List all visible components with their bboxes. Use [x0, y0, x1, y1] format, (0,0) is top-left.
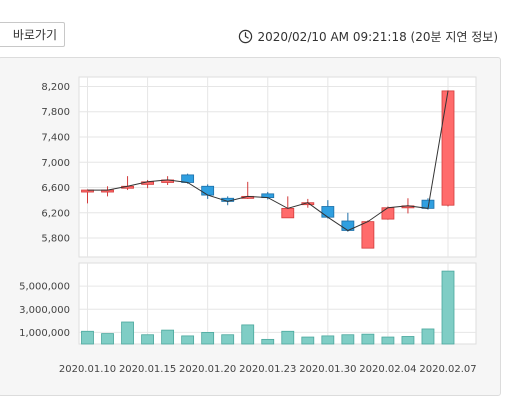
volume-bar — [81, 330, 94, 345]
x-tick-label: 2020.01.20 — [179, 364, 236, 375]
close-price-line — [87, 90, 449, 232]
volume-bar — [221, 334, 235, 345]
shortcut-button[interactable]: 바로가기 — [0, 22, 65, 47]
price-plot-area — [78, 76, 477, 258]
price-tick-label: 8,200 — [41, 82, 70, 93]
price-tick-label: 6,600 — [41, 183, 70, 194]
candle-body — [441, 90, 455, 206]
candle-body — [281, 207, 295, 219]
clock-icon — [239, 29, 253, 43]
volume-bar — [321, 335, 335, 345]
volume-bar — [241, 324, 255, 345]
volume-bar — [281, 330, 295, 345]
candle-body — [381, 207, 395, 220]
x-tick-label: 2020.01.23 — [239, 364, 296, 375]
volume-tick-label: 5,000,000 — [19, 282, 70, 293]
volume-bar — [101, 333, 114, 345]
volume-bar — [181, 335, 195, 345]
timestamp: 2020/02/10 AM 09:21:18 (20분 지연 정보) — [238, 27, 498, 45]
volume-tick-label: 1,000,000 — [19, 328, 70, 339]
candle-body — [201, 185, 215, 196]
volume-tick-label: 3,000,000 — [19, 305, 70, 316]
volume-bar — [341, 334, 355, 345]
price-tick-label: 5,800 — [41, 234, 70, 245]
x-tick-label: 2020.02.04 — [359, 364, 416, 375]
volume-bar — [361, 333, 375, 345]
x-tick-label: 2020.01.30 — [299, 364, 356, 375]
volume-bar — [201, 332, 215, 345]
price-tick-label: 7,000 — [41, 158, 70, 169]
x-tick-label: 2020.01.15 — [119, 364, 176, 375]
volume-plot-area — [78, 262, 477, 345]
x-tick-label: 2020.02.07 — [419, 364, 476, 375]
volume-bar — [141, 334, 154, 345]
timestamp-text: 2020/02/10 AM 09:21:18 (20분 지연 정보) — [257, 29, 498, 44]
header-bar: 바로가기 2020/02/10 AM 09:21:18 (20분 지연 정보) — [0, 0, 506, 60]
volume-bar — [421, 328, 435, 345]
volume-bar — [161, 329, 175, 345]
candle-body — [181, 174, 195, 183]
volume-bar — [121, 321, 134, 345]
volume-bar — [381, 336, 395, 345]
price-tick-label: 6,200 — [41, 208, 70, 219]
price-tick-label: 7,800 — [41, 107, 70, 118]
candle-body — [321, 206, 335, 218]
volume-bar — [261, 338, 275, 345]
volume-bar — [441, 270, 455, 345]
x-tick-label: 2020.01.10 — [59, 364, 116, 375]
price-tick-label: 7,400 — [41, 133, 70, 144]
volume-bar — [301, 336, 315, 345]
volume-bar — [401, 336, 415, 345]
candle-body — [361, 221, 375, 249]
